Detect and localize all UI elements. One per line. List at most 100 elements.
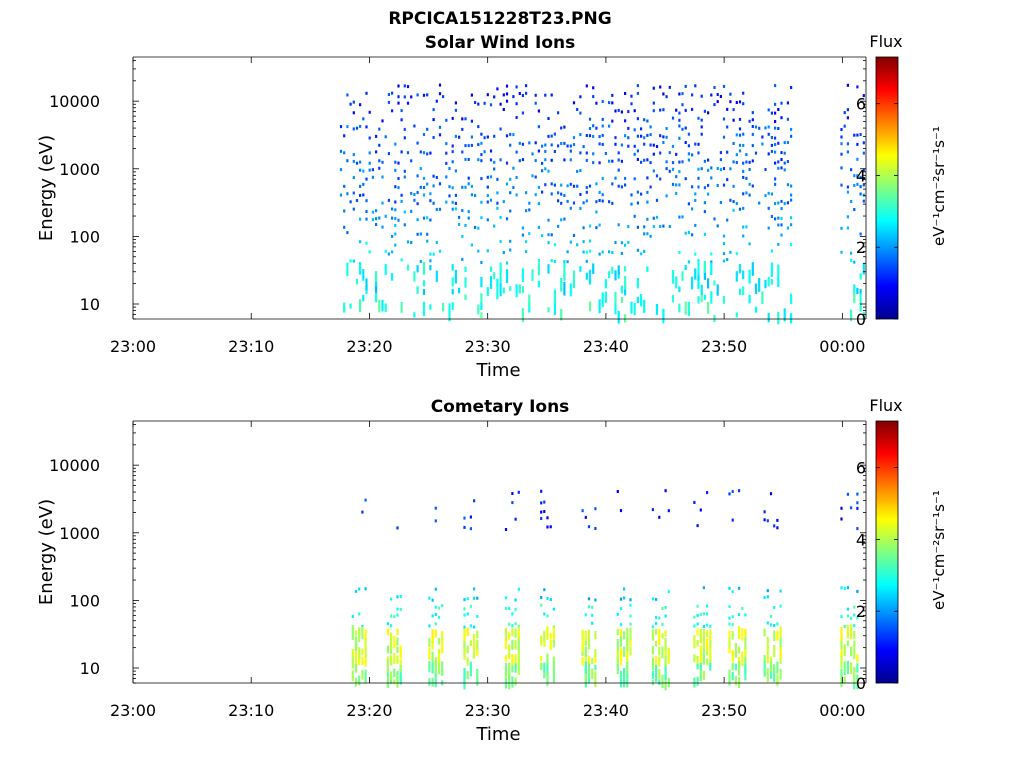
flux-cell — [751, 118, 754, 122]
flux-cell — [601, 250, 604, 254]
flux-cell — [640, 252, 643, 256]
flux-cell — [397, 161, 400, 165]
flux-cell — [362, 269, 365, 281]
flux-cell — [671, 270, 675, 284]
flux-cell — [620, 241, 623, 245]
flux-cell — [726, 125, 729, 129]
flux-cell — [397, 84, 400, 88]
flux-cell — [767, 191, 770, 195]
flux-cell — [365, 125, 368, 129]
colorbar — [875, 420, 899, 684]
flux-cell — [655, 174, 659, 178]
flux-cell — [384, 135, 387, 139]
flux-cell — [387, 252, 390, 256]
flux-cell — [856, 506, 859, 510]
flux-cell — [649, 161, 652, 165]
flux-cell — [441, 631, 444, 642]
flux-cell — [448, 167, 451, 170]
flux-cell — [400, 302, 403, 313]
flux-cell — [684, 231, 687, 235]
flux-cell — [703, 232, 706, 236]
flux-cell — [691, 207, 694, 211]
colorbar — [875, 56, 899, 320]
flux-cell — [549, 525, 552, 529]
flux-cell — [358, 587, 361, 591]
flux-cell — [512, 133, 515, 137]
flux-cell — [504, 528, 508, 531]
flux-cell — [537, 185, 540, 189]
flux-cell — [611, 182, 614, 186]
flux-cell — [777, 264, 780, 277]
flux-cell — [707, 302, 710, 314]
flux-cell — [540, 489, 543, 493]
flux-cell — [515, 193, 518, 197]
flux-cell — [629, 638, 632, 647]
flux-cell — [630, 193, 633, 197]
flux-cell — [633, 177, 636, 181]
flux-cell — [697, 167, 700, 171]
flux-cell — [550, 182, 553, 186]
flux-cell — [581, 636, 584, 652]
flux-cell — [480, 302, 483, 310]
flux-cell — [696, 676, 699, 686]
flux-cell — [466, 627, 469, 637]
flux-cell — [763, 596, 766, 600]
x-tick-label: 23:00 — [110, 337, 156, 356]
flux-cell — [540, 596, 543, 599]
flux-cell — [511, 654, 514, 667]
flux-cell — [515, 85, 518, 89]
flux-cell — [547, 264, 550, 274]
flux-cell — [840, 166, 843, 170]
flux-cell — [473, 499, 476, 503]
flux-cell — [619, 623, 623, 627]
flux-cell — [646, 217, 649, 221]
flux-cell — [512, 186, 515, 189]
flux-cell — [719, 151, 722, 155]
flux-cell — [694, 223, 697, 227]
flux-cell — [662, 135, 665, 139]
flux-cell — [742, 169, 745, 173]
flux-cell — [584, 654, 587, 663]
flux-cell — [546, 673, 549, 686]
flux-cell — [640, 127, 643, 131]
flux-cell — [384, 214, 387, 218]
flux-cell — [769, 656, 773, 663]
flux-cell — [534, 193, 537, 197]
flux-cell — [790, 313, 793, 324]
flux-cell — [470, 93, 473, 97]
flux-cell — [614, 136, 617, 140]
flux-cell — [591, 668, 594, 680]
flux-cell — [413, 124, 416, 128]
flux-cell — [582, 201, 585, 205]
flux-cell — [678, 170, 681, 174]
flux-cell — [780, 166, 783, 170]
flux-cell — [696, 622, 699, 626]
flux-cell — [601, 124, 604, 128]
flux-cell — [400, 258, 403, 262]
flux-cell — [738, 133, 742, 137]
x-tick-label: 00:00 — [819, 337, 865, 356]
flux-cell — [550, 158, 553, 162]
flux-cell — [390, 671, 393, 680]
flux-cell — [546, 626, 549, 640]
flux-cell — [636, 225, 639, 229]
flux-cell — [391, 216, 394, 220]
flux-cell — [584, 661, 587, 674]
flux-cell — [584, 638, 587, 646]
flux-cell — [678, 160, 681, 164]
flux-cell — [540, 662, 543, 671]
flux-cell — [416, 286, 419, 295]
flux-cell — [438, 83, 442, 87]
flux-cell — [856, 501, 859, 505]
flux-cell — [486, 249, 489, 253]
flux-cell — [790, 243, 793, 247]
flux-cell — [381, 201, 384, 205]
flux-cell — [840, 135, 843, 139]
flux-cell — [664, 666, 667, 680]
flux-cell — [856, 174, 859, 178]
flux-cell — [702, 646, 705, 661]
flux-cell — [790, 184, 793, 188]
flux-cell — [700, 284, 703, 296]
flux-cell — [445, 142, 448, 146]
flux-cell — [358, 675, 361, 686]
